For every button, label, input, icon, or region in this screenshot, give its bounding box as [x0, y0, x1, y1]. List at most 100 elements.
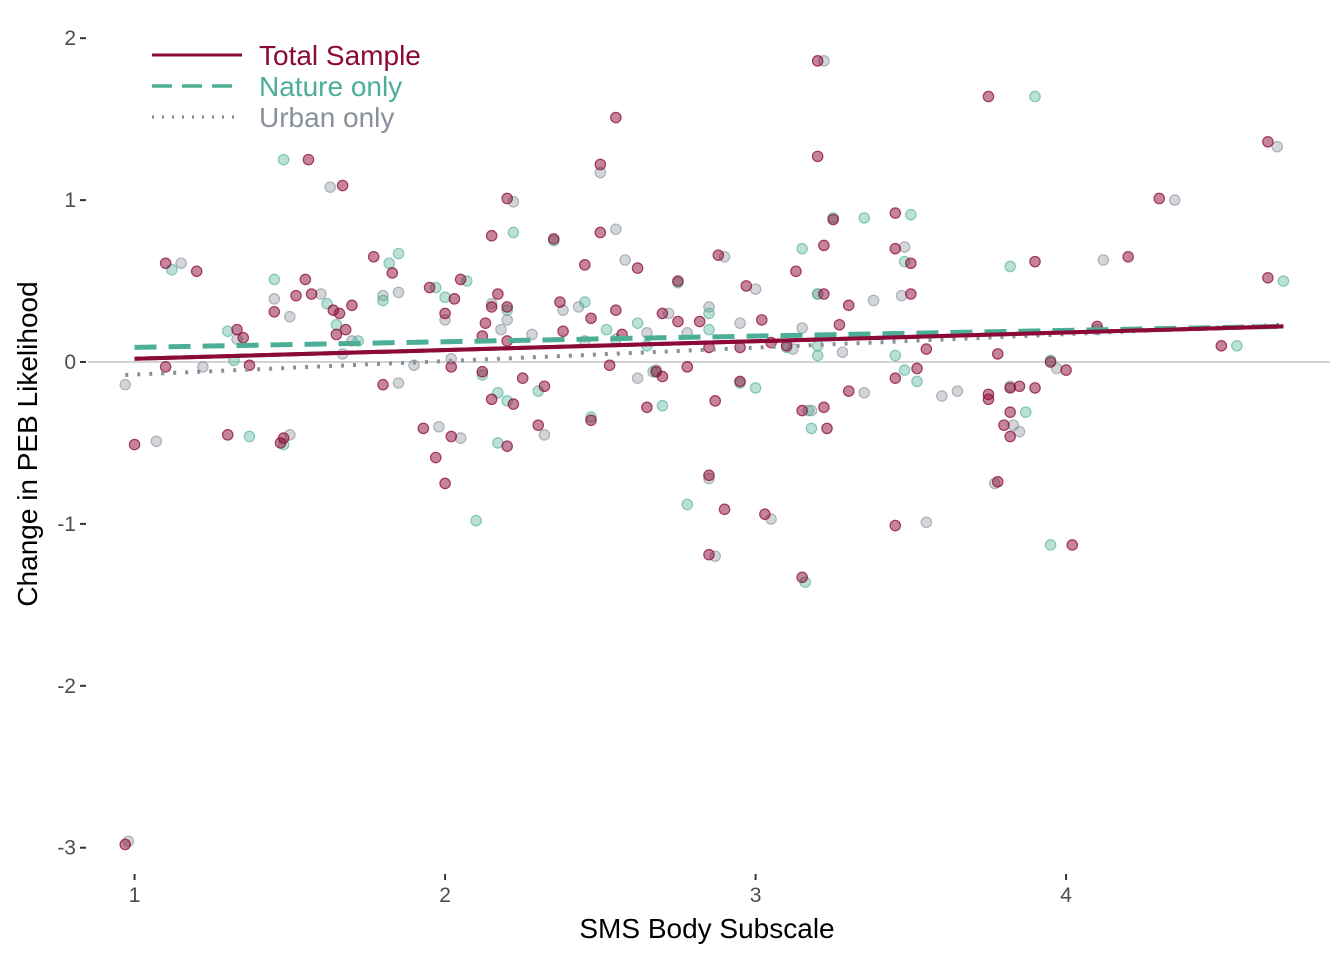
data-point-urban-only [119, 378, 132, 391]
data-point-total-sample [821, 422, 833, 435]
data-point-total-sample [842, 385, 855, 397]
data-point-total-sample [740, 280, 753, 292]
data-point-nature-only [905, 208, 917, 221]
y-tick-label: -1 [57, 513, 76, 536]
data-point-nature-only [1029, 90, 1041, 103]
data-point-nature-only [805, 422, 818, 435]
data-point-total-sample [656, 307, 669, 320]
data-point-total-sample [681, 361, 694, 373]
data-point-urban-only [408, 359, 420, 372]
data-point-total-sample [641, 401, 653, 414]
data-point-total-sample [991, 348, 1004, 360]
data-point-total-sample [501, 192, 513, 205]
data-point-total-sample [982, 388, 995, 401]
data-point-total-sample [889, 207, 902, 219]
data-point-total-sample [532, 419, 545, 431]
data-point-total-sample [1004, 382, 1016, 394]
data-point-total-sample [1060, 364, 1072, 376]
data-point-total-sample [476, 365, 489, 378]
data-point-total-sample [1215, 340, 1228, 352]
data-point-total-sample [190, 265, 203, 278]
data-point-nature-only [377, 294, 389, 307]
data-point-total-sample [703, 469, 715, 482]
data-point-nature-only [439, 291, 451, 304]
data-point-urban-only [538, 429, 551, 441]
data-point-urban-only [284, 310, 296, 323]
data-point-total-sample [578, 259, 591, 271]
data-point-total-sample [507, 398, 520, 410]
data-point-total-sample [501, 440, 513, 452]
data-point-total-sample [159, 257, 172, 270]
data-point-total-sample [811, 55, 824, 67]
data-point-total-sample [386, 267, 399, 279]
data-point-total-sample [594, 158, 607, 171]
data-point-urban-only [796, 322, 808, 334]
data-point-total-sample [305, 288, 318, 300]
x-axis-title: SMS Body Subscale [579, 913, 834, 944]
legend-label-urban-only: Urban only [259, 102, 394, 133]
data-point-total-sample [485, 301, 498, 313]
data-point-total-sample [1066, 539, 1079, 551]
y-tick-label: 2 [64, 27, 76, 50]
data-point-nature-only [811, 349, 824, 362]
data-point-total-sample [998, 419, 1010, 431]
data-point-urban-only [920, 516, 933, 529]
data-point-urban-only [324, 181, 336, 193]
data-point-total-sample [1262, 136, 1274, 148]
data-point-total-sample [920, 343, 933, 355]
data-point-total-sample [718, 503, 731, 516]
data-point-total-sample [299, 273, 312, 286]
data-point-urban-only [867, 294, 880, 307]
data-point-total-sample [445, 430, 458, 443]
data-point-urban-only [433, 420, 445, 433]
data-point-urban-only [150, 435, 163, 448]
data-point-total-sample [818, 401, 830, 414]
data-point-nature-only [221, 325, 234, 338]
data-point-total-sample [159, 361, 172, 373]
data-point-total-sample [818, 288, 830, 300]
y-tick-label: -2 [57, 675, 76, 698]
data-point-total-sample [827, 213, 839, 226]
y-axis-title: Change in PEB Likelihood [12, 281, 43, 606]
data-point-urban-only [936, 390, 948, 402]
data-point-total-sample [1122, 250, 1134, 263]
x-tick-label: 3 [750, 884, 762, 907]
data-point-nature-only [1277, 275, 1290, 287]
data-point-total-sample [429, 451, 442, 464]
data-point-total-sample [516, 372, 529, 384]
data-point-total-sample [119, 838, 132, 851]
data-point-total-sample [1029, 255, 1041, 268]
trend-line-urban-only [125, 322, 1284, 377]
x-tick-label: 4 [1060, 884, 1072, 907]
data-point-nature-only [383, 257, 395, 270]
data-point-total-sample [796, 404, 808, 417]
data-point-nature-only [889, 349, 902, 362]
data-point-total-sample [423, 281, 436, 294]
data-point-nature-only [631, 317, 644, 329]
data-point-total-sample [1262, 272, 1274, 284]
data-point-urban-only [734, 317, 746, 329]
data-point-total-sample [439, 477, 451, 490]
data-point-total-sample [755, 314, 768, 326]
data-point-urban-only [1271, 140, 1284, 153]
data-point-urban-only [951, 385, 964, 397]
data-point-total-sample [333, 307, 346, 320]
data-point-nature-only [898, 364, 911, 376]
data-point-total-sample [454, 273, 467, 286]
data-point-total-sample [485, 229, 498, 242]
data-point-urban-only [1097, 254, 1110, 266]
data-point-total-sample [610, 304, 622, 316]
data-point-total-sample [759, 508, 771, 520]
data-point-total-sample [1013, 380, 1026, 393]
data-point-total-sample [911, 362, 923, 375]
data-point-total-sample [610, 111, 622, 124]
data-point-total-sample [377, 378, 389, 391]
data-point-total-sample [796, 571, 808, 584]
data-point-total-sample [703, 548, 715, 561]
data-point-total-sample [709, 395, 722, 407]
data-point-total-sample [982, 90, 995, 103]
data-point-nature-only [1231, 340, 1243, 352]
data-point-urban-only [895, 289, 908, 302]
